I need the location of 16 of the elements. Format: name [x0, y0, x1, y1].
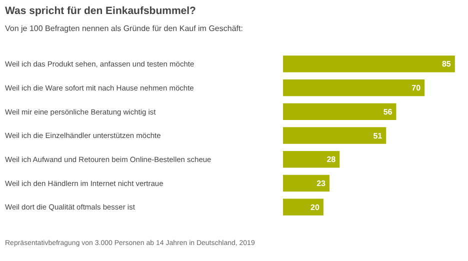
bar [283, 151, 340, 168]
data-label: 51 [373, 131, 383, 140]
bar [283, 198, 324, 216]
text: Von je 100 Befragten nennen als Gründe für den Kauf im Geschäft: [5, 24, 243, 33]
bar [283, 103, 396, 120]
data-label: 23 [316, 179, 326, 188]
data-label: 56 [383, 107, 393, 116]
bar [283, 56, 455, 72]
data-label: 20 [310, 202, 320, 212]
data-label: 28 [326, 155, 336, 164]
bar [283, 174, 330, 192]
bar [283, 127, 386, 144]
data-label: 85 [442, 60, 452, 69]
data-label: 70 [412, 84, 422, 93]
bar [283, 79, 425, 96]
text: Was spricht für den Einkaufsbummel? [5, 5, 196, 17]
